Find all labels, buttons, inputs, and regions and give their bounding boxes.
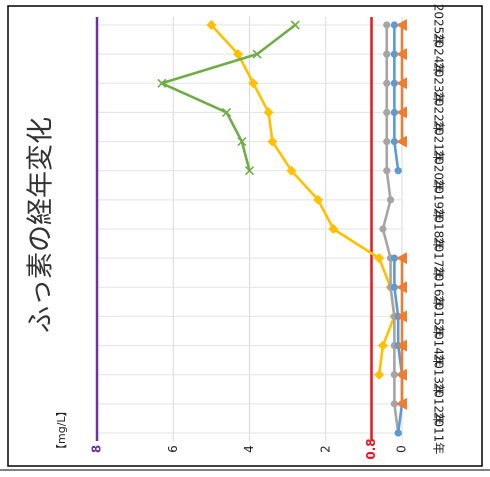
x-tick-label: 2022年 bbox=[432, 91, 446, 134]
data-point bbox=[396, 310, 407, 323]
data-point bbox=[374, 369, 385, 380]
x-tick-label: 2011年 bbox=[432, 412, 446, 455]
x-tick-label: 2017年 bbox=[432, 237, 446, 280]
x-tick-label: 2024年 bbox=[432, 33, 446, 76]
x-tick-label: 2012年 bbox=[432, 383, 446, 426]
data-point bbox=[396, 397, 407, 410]
data-point bbox=[290, 20, 300, 30]
y-tick-label: 0.8 bbox=[364, 438, 378, 459]
data-point bbox=[328, 224, 339, 234]
series-1 bbox=[157, 20, 300, 176]
data-point bbox=[396, 106, 407, 119]
data-point bbox=[383, 167, 391, 175]
data-point bbox=[374, 253, 385, 264]
data-point bbox=[396, 339, 407, 352]
data-point bbox=[267, 136, 278, 147]
x-tick-label: 2013年 bbox=[432, 353, 446, 396]
data-point bbox=[390, 79, 398, 87]
data-point bbox=[157, 78, 167, 88]
data-point bbox=[390, 283, 398, 291]
y-tick-label: 0 bbox=[395, 445, 409, 453]
data-point bbox=[252, 49, 262, 59]
data-point bbox=[383, 21, 391, 29]
x-tick-label: 2015年 bbox=[432, 295, 446, 338]
data-point bbox=[394, 429, 402, 437]
data-point bbox=[386, 196, 395, 204]
data-point bbox=[222, 107, 232, 117]
data-point bbox=[390, 371, 398, 379]
data-point bbox=[383, 108, 391, 117]
data-point bbox=[394, 167, 402, 175]
data-point bbox=[396, 281, 407, 294]
x-tick-label: 2016年 bbox=[432, 266, 446, 309]
data-point bbox=[396, 48, 407, 61]
x-tick-label: 2020年 bbox=[432, 149, 446, 192]
data-point bbox=[396, 19, 407, 31]
unit-label: 【mg/L】 bbox=[55, 405, 68, 455]
chart-title: ふっ素の経年変化 bbox=[26, 117, 57, 333]
data-point bbox=[383, 50, 391, 58]
data-point bbox=[396, 368, 407, 381]
data-point bbox=[237, 137, 247, 147]
x-tick-label: 2019年 bbox=[432, 179, 446, 222]
x-tick-label: 2021年 bbox=[432, 120, 446, 163]
x-tick-label: 2023年 bbox=[432, 62, 446, 105]
series-layer bbox=[157, 19, 407, 437]
data-point bbox=[383, 79, 391, 87]
y-tick-label: 2 bbox=[318, 445, 332, 453]
data-point bbox=[286, 165, 297, 176]
data-point bbox=[390, 254, 398, 262]
data-point bbox=[396, 77, 407, 90]
y-tick-label: 8 bbox=[90, 445, 104, 453]
data-point bbox=[206, 20, 217, 30]
grid-layer bbox=[95, 17, 403, 441]
data-point bbox=[248, 78, 259, 89]
data-point bbox=[390, 400, 398, 408]
data-point bbox=[396, 135, 407, 148]
data-point bbox=[383, 137, 391, 146]
data-point bbox=[390, 50, 398, 58]
chart-border bbox=[7, 5, 483, 467]
y-tick-label: 4 bbox=[242, 445, 256, 453]
data-point bbox=[263, 107, 274, 118]
x-tick-label: 2018年 bbox=[432, 208, 446, 251]
x-tick-label: 2025年 bbox=[432, 4, 446, 47]
y-tick-label: 6 bbox=[166, 445, 180, 453]
data-point bbox=[396, 252, 407, 265]
data-point bbox=[377, 340, 388, 351]
series-line bbox=[160, 23, 297, 172]
x-tick-label: 2014年 bbox=[432, 324, 446, 367]
data-point bbox=[390, 137, 398, 146]
series-4 bbox=[396, 19, 407, 410]
data-point bbox=[390, 108, 398, 117]
data-point bbox=[244, 166, 255, 176]
series-line bbox=[393, 25, 400, 171]
data-point bbox=[390, 21, 398, 29]
data-point bbox=[233, 49, 244, 60]
data-point bbox=[379, 225, 387, 233]
data-point bbox=[313, 194, 324, 205]
